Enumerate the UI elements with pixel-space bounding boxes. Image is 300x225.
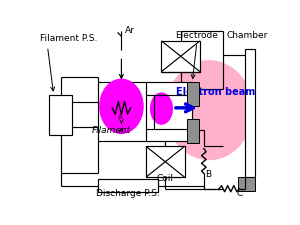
Text: C: C [237, 189, 243, 198]
Text: Electron beam: Electron beam [176, 87, 255, 97]
Bar [98, 82, 192, 141]
Text: Discharge P.S.: Discharge P.S. [96, 189, 159, 198]
Text: Chamber: Chamber [226, 31, 268, 40]
Bar [187, 119, 199, 142]
Bar [244, 49, 255, 177]
Ellipse shape [165, 60, 253, 160]
Ellipse shape [150, 92, 173, 125]
Ellipse shape [99, 79, 144, 134]
Bar [146, 146, 184, 177]
Text: B: B [205, 170, 212, 179]
Bar [49, 95, 72, 135]
Text: A: A [118, 114, 123, 120]
Text: Coil: Coil [157, 174, 174, 183]
Text: Filament P.S.: Filament P.S. [40, 34, 97, 43]
Bar [238, 177, 255, 191]
Bar [98, 180, 158, 192]
Bar [161, 41, 200, 72]
Bar [187, 82, 199, 106]
Text: Ar: Ar [124, 26, 134, 35]
Text: Electrode: Electrode [176, 31, 218, 40]
Text: Filament: Filament [92, 126, 131, 135]
